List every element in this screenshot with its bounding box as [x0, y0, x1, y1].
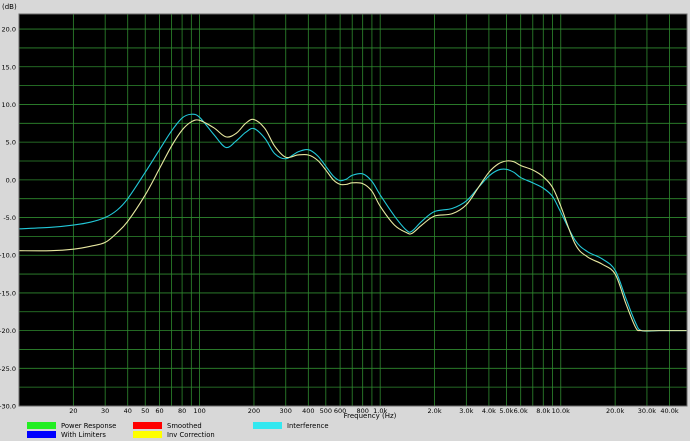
x-axis-label: Frequency (Hz)	[344, 412, 397, 420]
y-tick-label: 0.0	[6, 176, 16, 184]
x-tick-label: 10.0k	[552, 407, 570, 415]
x-tick-label: 800	[356, 407, 368, 415]
x-tick-label: 40.0k	[660, 407, 678, 415]
plot-border	[18, 13, 688, 407]
series-line-inv-correction	[18, 118, 687, 332]
x-tick-label: 4.0k	[482, 407, 496, 415]
x-tick-label: 400	[302, 407, 314, 415]
legend-label-inv-correction: Inv Correction	[167, 431, 215, 439]
legend-swatch-with-limiters	[27, 431, 56, 438]
y-tick-label: 5.0	[6, 139, 16, 147]
legend-label-smoothed: Smoothed	[167, 422, 202, 430]
x-tick-label: 500	[320, 407, 332, 415]
x-tick-label: 60	[155, 407, 163, 415]
y-tick-label: -20.0	[0, 327, 16, 335]
x-tick-label: 100	[193, 407, 205, 415]
x-tick-label: 5.0k	[499, 407, 513, 415]
x-tick-label: 300	[280, 407, 292, 415]
legend-label-with-limiters: With Limiters	[61, 431, 106, 439]
legend-label-interference: Interference	[287, 422, 329, 430]
x-tick-label: 50	[141, 407, 149, 415]
y-tick-label: -10.0	[0, 252, 16, 260]
series-layer	[18, 113, 687, 332]
y-axis-label: (dB)	[2, 3, 17, 11]
y-tick-label: 20.0	[2, 26, 16, 34]
y-tick-label: 10.0	[2, 101, 16, 109]
y-tick-label: -30.0	[0, 403, 16, 411]
y-tick-label: 15.0	[2, 63, 16, 71]
series-line-interference	[18, 113, 687, 332]
x-tick-label: 40	[124, 407, 132, 415]
x-tick-label: 1.0k	[373, 407, 387, 415]
y-tick-label: -25.0	[0, 365, 16, 373]
x-tick-label: 20	[69, 407, 77, 415]
x-tick-label: 20.0k	[606, 407, 624, 415]
x-tick-label: 600	[334, 407, 346, 415]
x-tick-label: 30	[101, 407, 109, 415]
x-tick-label: 8.0k	[536, 407, 550, 415]
y-tick-label: -5.0	[3, 214, 16, 222]
x-tick-label: 3.0k	[459, 407, 473, 415]
x-tick-label: 6.0k	[514, 407, 528, 415]
grid-layer	[18, 14, 688, 407]
legend-swatch-power-response	[27, 422, 56, 429]
x-tick-label: 80	[178, 407, 186, 415]
x-tick-labels: 20 30 40 50 60 80 100 200 300 400 500 600 800 1.0k 2.0…	[69, 407, 679, 415]
legend-swatch-interference	[253, 422, 282, 429]
plot-area	[19, 14, 687, 406]
y-tick-label: -15.0	[0, 289, 16, 297]
x-tick-label: 2.0k	[427, 407, 441, 415]
x-tick-label: 200	[248, 407, 260, 415]
legend-label-power-response: Power Response	[61, 422, 116, 430]
legend-swatch-smoothed	[133, 422, 162, 429]
y-tick-labels: 20.0 15.0 10.0 5.0 0.0 -5.0 -10.0 -15.0 -20.0 -25…	[0, 26, 16, 411]
legend-swatch-inv-correction	[133, 431, 162, 438]
x-tick-label: 30.0k	[638, 407, 656, 415]
